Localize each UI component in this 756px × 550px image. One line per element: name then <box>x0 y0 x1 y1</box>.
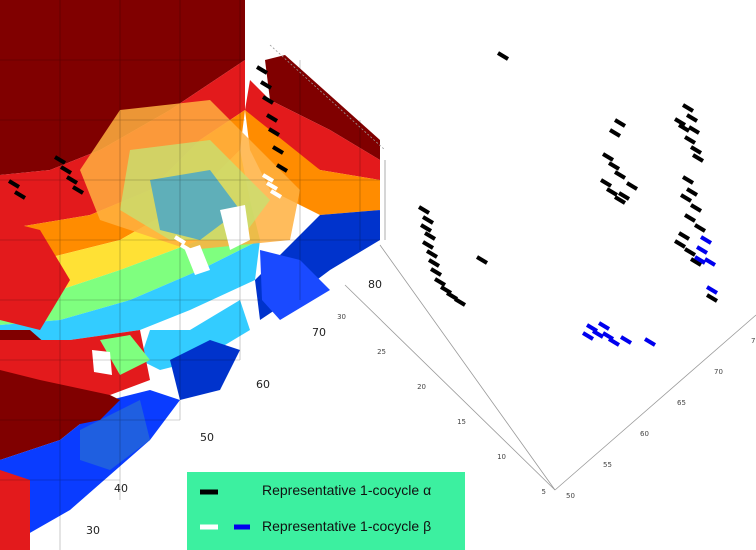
beta-segment <box>621 337 631 343</box>
alpha-segment <box>607 189 617 195</box>
axis-tick-label: 70 <box>714 368 723 376</box>
axis-tick-label: 15 <box>457 418 466 426</box>
alpha-segment <box>685 137 695 143</box>
legend-label: Representative 1-cocycle β <box>262 518 431 534</box>
legend-label: Representative 1-cocycle α <box>262 482 431 498</box>
alpha-segment <box>687 115 697 121</box>
alpha-segment <box>425 233 435 239</box>
axis-tick-label: 50 <box>566 492 575 500</box>
axis-tick-label: 55 <box>603 461 612 469</box>
beta-segment <box>593 331 603 337</box>
axis-tick-label: 70 <box>312 326 326 339</box>
axis-tick-label: 50 <box>200 431 214 444</box>
axis-tick-label: 60 <box>256 378 270 391</box>
alpha-segment <box>423 217 433 223</box>
alpha-segment <box>689 127 699 133</box>
alpha-segment <box>675 241 685 247</box>
axis-tick-label: 25 <box>377 348 386 356</box>
alpha-segment <box>427 251 437 257</box>
beta-segment <box>707 287 717 293</box>
alpha-segment <box>683 105 693 111</box>
alpha-segment <box>685 249 695 255</box>
axis-tick-label: 75 <box>751 337 756 345</box>
alpha-segment <box>431 269 441 275</box>
axis-tick-label: 30 <box>337 313 346 321</box>
alpha-segment <box>447 293 457 299</box>
axis-tick-label: 5 <box>542 488 546 496</box>
alpha-segment <box>679 233 689 239</box>
alpha-segment <box>477 257 487 263</box>
alpha-segment <box>601 180 611 186</box>
beta-segment <box>583 333 593 339</box>
alpha-segment <box>683 177 693 183</box>
beta-segment <box>701 237 711 243</box>
alpha-segment <box>435 279 445 285</box>
beta-segment <box>705 259 715 265</box>
axis-tick-label: 40 <box>114 482 128 495</box>
alpha-segment <box>693 155 703 161</box>
alpha-segment <box>257 67 267 73</box>
alpha-segment <box>707 295 717 301</box>
axis-tick-label: 10 <box>497 453 506 461</box>
alpha-segment <box>609 163 619 169</box>
axis-tick-label: 30 <box>86 524 100 537</box>
figure: 30 40 50 60 70 80 5 10 15 20 25 30 50 55 60 65 70 75 Rep… <box>0 0 756 550</box>
legend: Representative 1-cocycle α Representativ… <box>187 472 465 550</box>
beta-segment <box>697 247 707 253</box>
alpha-segment <box>429 260 439 266</box>
beta-segment <box>603 333 613 339</box>
alpha-segment <box>681 195 691 201</box>
alpha-segment <box>685 215 695 221</box>
beta-segment <box>645 339 655 345</box>
beta-segment <box>587 325 597 331</box>
alpha-segment <box>419 207 429 213</box>
alpha-segment <box>421 225 431 231</box>
alpha-segment <box>675 119 685 125</box>
alpha-segment <box>687 189 697 195</box>
voxel-surface <box>0 0 380 550</box>
alpha-segment <box>615 120 625 126</box>
axis-tick-label: 65 <box>677 399 686 407</box>
right-axis: 5 10 15 20 25 30 50 55 60 65 70 75 <box>337 313 756 500</box>
alpha-segment <box>455 299 465 305</box>
axis-tick-label: 60 <box>640 430 649 438</box>
alpha-segment <box>615 172 625 178</box>
alpha-segment <box>627 183 637 189</box>
alpha-segment <box>498 53 508 59</box>
figure-canvas: 30 40 50 60 70 80 5 10 15 20 25 30 50 55 60 65 70 75 Rep… <box>0 0 756 550</box>
beta-segment <box>609 339 619 345</box>
alpha-segment <box>423 242 433 248</box>
alpha-segment <box>610 130 620 136</box>
alpha-segment <box>691 205 701 211</box>
alpha-segment <box>695 225 705 231</box>
alpha-segment <box>441 287 451 293</box>
axis-tick-label: 80 <box>368 278 382 291</box>
axis-tick-label: 20 <box>417 383 426 391</box>
alpha-segment <box>691 147 701 153</box>
alpha-segment <box>603 154 613 160</box>
beta-segment <box>599 323 609 329</box>
